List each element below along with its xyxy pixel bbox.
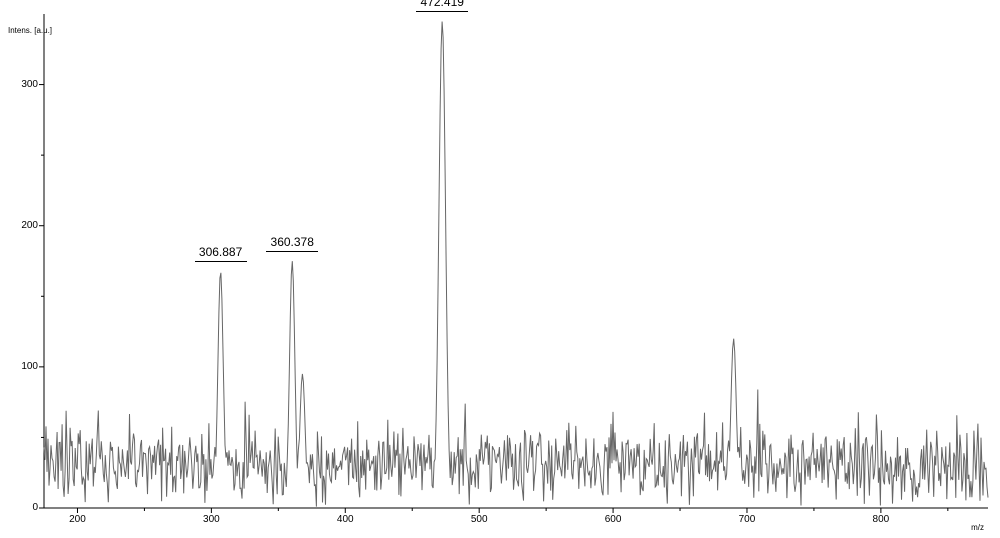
x-tick-label: 400 (337, 514, 354, 525)
x-axis-label: m/z (971, 523, 984, 532)
y-tick-label: 0 (10, 502, 38, 513)
x-tick-label: 500 (471, 514, 488, 525)
peak-label: 360.378 (271, 235, 314, 249)
peak-label-underline (416, 11, 468, 12)
x-tick-label: 800 (873, 514, 890, 525)
peak-label-underline (266, 251, 318, 252)
y-axis-label: Intens. [a.u.] (8, 26, 52, 35)
x-tick-label: 300 (203, 514, 220, 525)
peak-label: 472.419 (421, 0, 464, 9)
y-tick-label: 300 (10, 79, 38, 90)
peak-label: 306.887 (199, 245, 242, 259)
x-tick-label: 700 (739, 514, 756, 525)
x-tick-label: 200 (69, 514, 86, 525)
y-tick-label: 200 (10, 220, 38, 231)
y-tick-label: 100 (10, 361, 38, 372)
plot-svg (0, 0, 1000, 538)
peak-label-underline (195, 261, 247, 262)
x-tick-label: 600 (605, 514, 622, 525)
mass-spectrum-chart: Intens. [a.u.] m/z 0 100 200 300 200 300 400 50… (0, 0, 1000, 538)
